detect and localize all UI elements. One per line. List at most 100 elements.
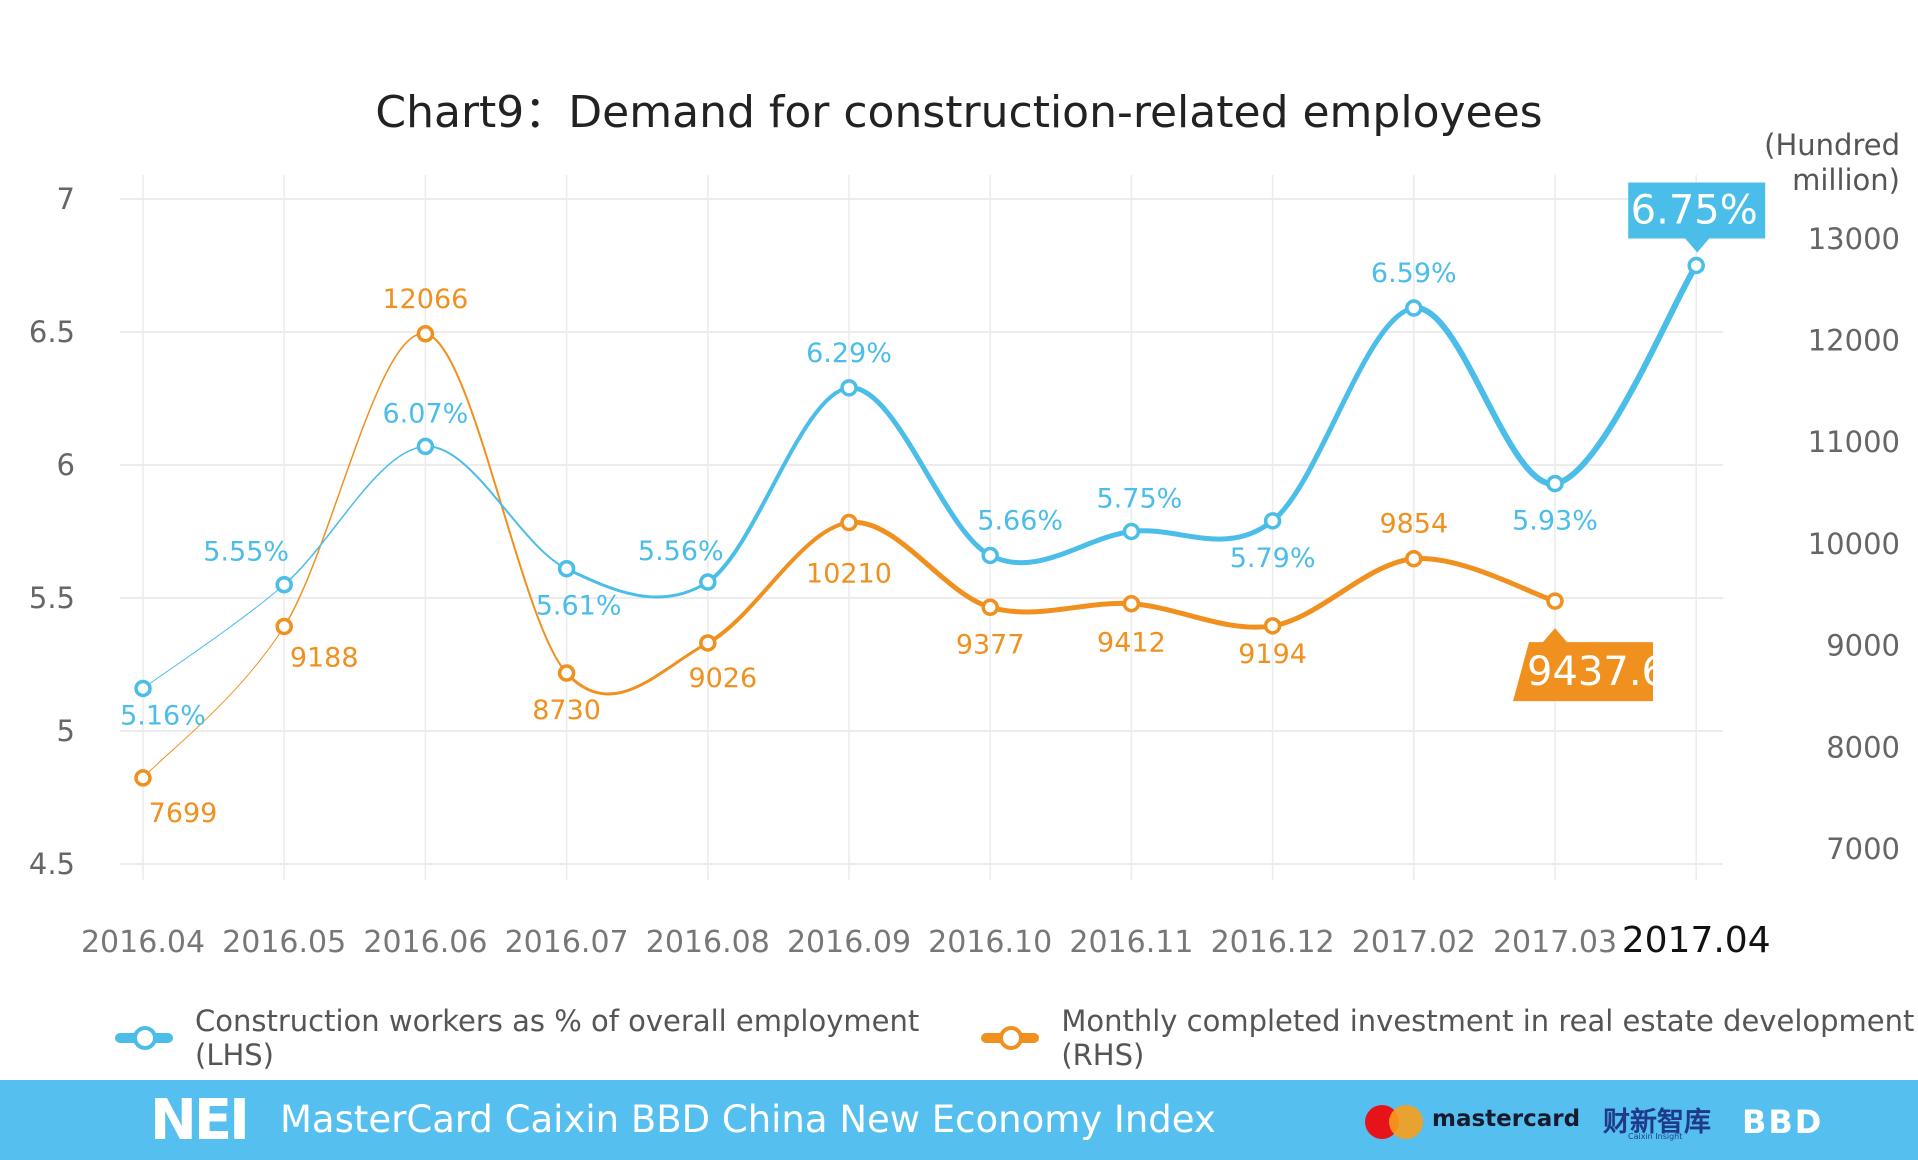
orange-series-segment	[565, 641, 710, 696]
right-axis-unit: (Hundred million)	[1764, 128, 1900, 198]
orange-series-point	[275, 617, 293, 636]
blue-series-segment	[1128, 518, 1276, 542]
unit-line2: million)	[1792, 163, 1900, 197]
left-tick-label: 6.5	[29, 315, 75, 349]
blue-data-label: 5.16%	[120, 700, 206, 731]
chart-plot: 4.5 5 5.5 6 6.5 7 7000 8000 9000 10000 11000 12000 1…	[29, 175, 1900, 961]
blue-callout-box	[1628, 182, 1766, 253]
right-tick-label: 12000	[1808, 324, 1900, 358]
x-tick-label: 2016.09	[787, 925, 911, 960]
orange-data-label: 7699	[149, 798, 218, 829]
right-tick-label: 8000	[1826, 730, 1900, 764]
left-tick-label: 7	[57, 182, 75, 216]
mastercard-logo-icon	[1365, 1105, 1425, 1139]
blue-series-point	[416, 437, 435, 456]
blue-data-label: 5.66%	[977, 505, 1063, 536]
right-tick-label: 10000	[1808, 527, 1900, 561]
legend: Construction workers as % of overall emp…	[115, 1004, 1918, 1072]
orange-series-segment	[424, 332, 568, 675]
legend-orange-marker-icon	[981, 1026, 1040, 1050]
blue-series-segment	[987, 529, 1134, 566]
orange-series-point	[699, 634, 717, 652]
orange-series-point	[557, 664, 576, 682]
x-tick-label: 2017.02	[1352, 925, 1476, 960]
orange-series-segment	[1270, 556, 1417, 629]
chart-title: Chart9：Demand for construction-related e…	[375, 87, 1543, 138]
nei-logo: NEI	[150, 1088, 250, 1153]
orange-callout-box	[1513, 628, 1653, 702]
orange-callout-label: 9437.6	[1527, 649, 1667, 695]
x-tick-label: 2017.03	[1493, 925, 1617, 960]
blue-series-segment	[1410, 305, 1558, 487]
left-tick-label: 5.5	[29, 581, 75, 615]
blue-data-label: 5.93%	[1512, 506, 1598, 537]
blue-series-segment	[424, 445, 568, 570]
blue-series-segment	[565, 567, 710, 599]
orange-data-label: 8730	[532, 695, 601, 726]
x-tick-label: 2016.05	[222, 925, 346, 960]
footer-title: MasterCard Caixin BBD China New Economy …	[280, 1098, 1216, 1141]
orange-series-point	[416, 325, 435, 343]
blue-data-label: 5.79%	[1230, 543, 1316, 574]
x-tick-label: 2016.06	[363, 925, 487, 960]
orange-data-label: 9194	[1238, 639, 1307, 670]
blue-series-point	[275, 575, 293, 594]
x-tick-label: 2016.07	[505, 925, 629, 960]
legend-label-lhs: Construction workers as % of overall emp…	[195, 1004, 920, 1072]
blue-series-point	[1546, 474, 1564, 493]
blue-data-label: 5.75%	[1097, 484, 1183, 515]
orange-series-point	[1405, 549, 1423, 568]
caixin-logo: 财新智库	[1603, 1107, 1711, 1138]
blue-data-label: 5.56%	[638, 536, 724, 567]
blue-series-segment	[1270, 305, 1417, 524]
blue-series-point	[1687, 256, 1705, 275]
orange-series-segment	[846, 519, 993, 610]
x-tick-label: 2016.11	[1069, 925, 1193, 960]
mastercard-text: mastercard	[1432, 1106, 1581, 1132]
blue-series-point	[1122, 522, 1141, 541]
blue-data-label: 6.07%	[383, 398, 469, 429]
blue-data-label: 6.59%	[1371, 258, 1457, 289]
orange-series-point	[840, 513, 858, 532]
blue-data-label: 5.61%	[536, 591, 622, 622]
caixin-sub: Caixin Insight	[1628, 1132, 1683, 1141]
left-tick-label: 6	[57, 448, 75, 482]
blue-series-point	[134, 679, 152, 698]
blue-series-segment	[142, 584, 285, 689]
orange-data-label: 9377	[956, 629, 1025, 660]
orange-data-label: 9188	[290, 642, 359, 673]
x-tick-label: 2016.10	[928, 925, 1052, 960]
right-tick-label: 9000	[1826, 629, 1900, 663]
blue-series-segment	[283, 445, 427, 586]
bbd-logo: BBD	[1742, 1103, 1824, 1141]
blue-data-label: 6.29%	[806, 338, 892, 369]
orange-series-segment	[1411, 556, 1558, 604]
blue-series-point	[840, 379, 858, 397]
blue-series-point	[1405, 299, 1423, 317]
x-tick-label: 2016.04	[81, 925, 205, 960]
orange-series-segment	[705, 520, 851, 645]
right-tick-label: 13000	[1808, 222, 1900, 256]
blue-series-segment	[1552, 262, 1700, 487]
orange-series-segment	[987, 600, 1134, 615]
orange-series-segment	[142, 625, 285, 779]
blue-series-point	[981, 546, 999, 565]
footer-banner: NEI MasterCard Caixin BBD China New Econ…	[0, 1080, 1918, 1160]
blue-callout-label: 6.75%	[1631, 188, 1758, 234]
orange-series-segment	[283, 333, 427, 628]
orange-series-point	[1263, 617, 1282, 635]
left-tick-label: 5	[57, 714, 75, 748]
orange-data-label: 12066	[382, 284, 468, 315]
orange-data-label: 9412	[1097, 628, 1166, 659]
unit-line1: (Hundred	[1764, 128, 1900, 162]
blue-series-point	[1263, 512, 1282, 530]
legend-blue-marker-icon	[115, 1026, 173, 1050]
orange-data-label: 10210	[806, 559, 892, 590]
orange-series-point	[1122, 594, 1141, 613]
orange-series-point	[981, 598, 999, 617]
blue-series-point	[557, 559, 576, 578]
right-tick-label: 7000	[1826, 832, 1900, 866]
orange-data-label: 9854	[1379, 509, 1448, 540]
x-tick-label: 2016.12	[1211, 925, 1335, 960]
blue-series-point	[699, 573, 717, 591]
